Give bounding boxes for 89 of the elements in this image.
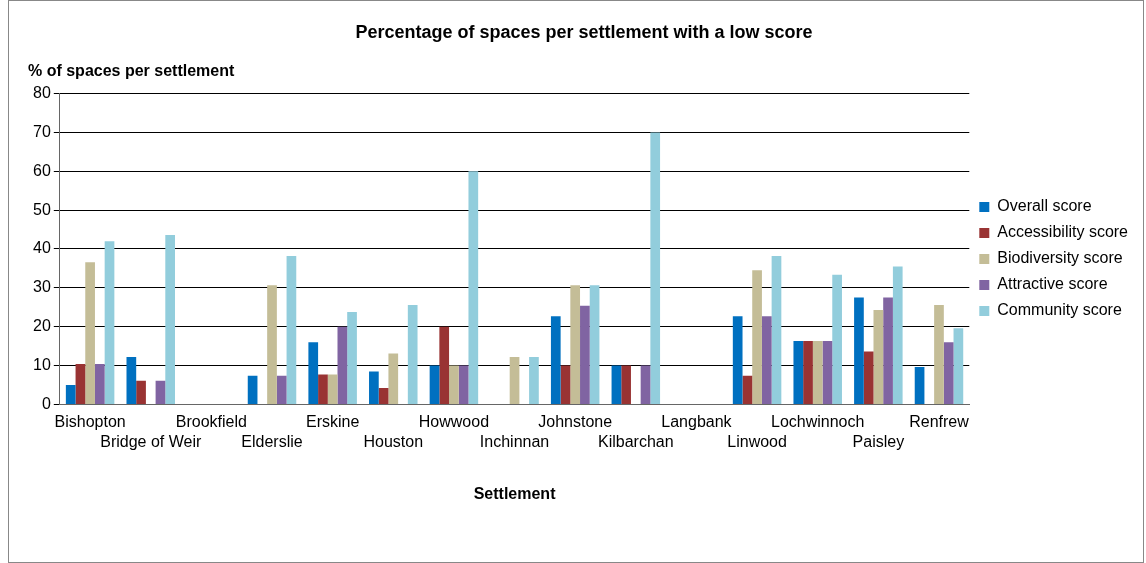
y-tick-label: 20: [33, 317, 51, 335]
chart-title: Percentage of spaces per settlement with a low score: [355, 21, 813, 42]
bar: [621, 365, 631, 404]
bar: [429, 365, 440, 404]
bar: [560, 365, 571, 404]
x-tick-label: Paisley: [852, 432, 905, 450]
bar: [327, 374, 338, 404]
legend-label: Attractive score: [997, 275, 1108, 293]
bar: [914, 367, 925, 404]
x-tick-label: Brookfield: [175, 413, 247, 431]
x-tick-label: Elderslie: [241, 432, 303, 450]
x-tick-label: Langbank: [661, 413, 733, 431]
bar: [449, 365, 459, 404]
bar: [165, 235, 175, 404]
bar: [550, 316, 561, 404]
bar: [529, 357, 539, 404]
bar: [468, 171, 479, 404]
bar: [388, 353, 399, 404]
bar: [953, 328, 964, 404]
legend-label: Accessibility score: [997, 223, 1129, 241]
bar: [85, 262, 95, 404]
x-tick-label: Kilbarchan: [598, 432, 674, 450]
x-tick-label: Bishopton: [54, 413, 126, 431]
bar: [793, 341, 804, 404]
bar: [509, 357, 520, 404]
bar: [640, 365, 651, 404]
x-tick-label: Linwood: [727, 432, 787, 450]
bar: [318, 374, 328, 404]
bar: [611, 365, 622, 404]
bar: [75, 364, 86, 404]
legend-label: Overall score: [997, 197, 1092, 215]
bar: [369, 371, 379, 404]
bar: [892, 266, 903, 404]
bar: [822, 341, 833, 404]
bar: [589, 285, 600, 404]
x-axis-title: Settlement: [473, 484, 557, 502]
bar: [247, 375, 258, 404]
bar: [812, 341, 823, 404]
y-tick-label: 70: [33, 122, 51, 140]
bar: [155, 380, 166, 404]
bar: [580, 305, 590, 404]
x-tick-label: Renfrew: [909, 413, 970, 431]
bar: [65, 384, 76, 404]
y-tick-label: 10: [33, 355, 51, 373]
y-tick-label: 0: [41, 394, 51, 412]
x-tick-label: Bridge of Weir: [100, 432, 202, 450]
bar: [771, 255, 782, 404]
bar: [337, 326, 348, 404]
y-tick-label: 60: [33, 161, 51, 179]
bar: [803, 341, 813, 404]
y-axis-title: % of spaces per settlement: [28, 62, 235, 80]
bar: [883, 297, 893, 404]
bar: [934, 304, 944, 404]
bar: [104, 241, 115, 404]
bar: [407, 304, 418, 404]
bar: [458, 365, 469, 404]
bar: [94, 364, 105, 404]
y-tick-label: 40: [33, 239, 51, 257]
bar: [854, 297, 864, 404]
bar: [286, 255, 297, 404]
bar: [863, 351, 874, 404]
y-tick-label: 80: [33, 84, 51, 102]
x-tick-label: Erskine: [305, 413, 360, 431]
bar: [570, 285, 581, 404]
bar: [276, 375, 287, 404]
y-tick-label: 50: [33, 200, 51, 218]
bar: [347, 311, 357, 404]
bar: [378, 388, 389, 404]
y-tick-label: 30: [33, 278, 51, 296]
x-tick-label: Johnstone: [538, 413, 613, 431]
bar: [943, 342, 954, 404]
bar: [873, 309, 884, 404]
bar: [650, 132, 661, 404]
bar: [761, 316, 772, 404]
bar: [742, 375, 753, 404]
bar: [126, 357, 137, 404]
bar: [732, 316, 743, 404]
x-tick-label: Lochwinnoch: [771, 413, 865, 431]
bar: [136, 380, 146, 404]
x-tick-label: Inchinnan: [479, 432, 550, 450]
bar: [267, 285, 277, 404]
bar: [308, 342, 319, 404]
bar: [832, 274, 842, 404]
bar: [752, 270, 762, 404]
x-tick-label: Howwood: [418, 413, 490, 431]
x-tick-label: Houston: [363, 432, 424, 450]
bar: [439, 326, 450, 404]
legend-label: Biodiversity score: [997, 249, 1123, 267]
legend-label: Community score: [997, 301, 1122, 319]
